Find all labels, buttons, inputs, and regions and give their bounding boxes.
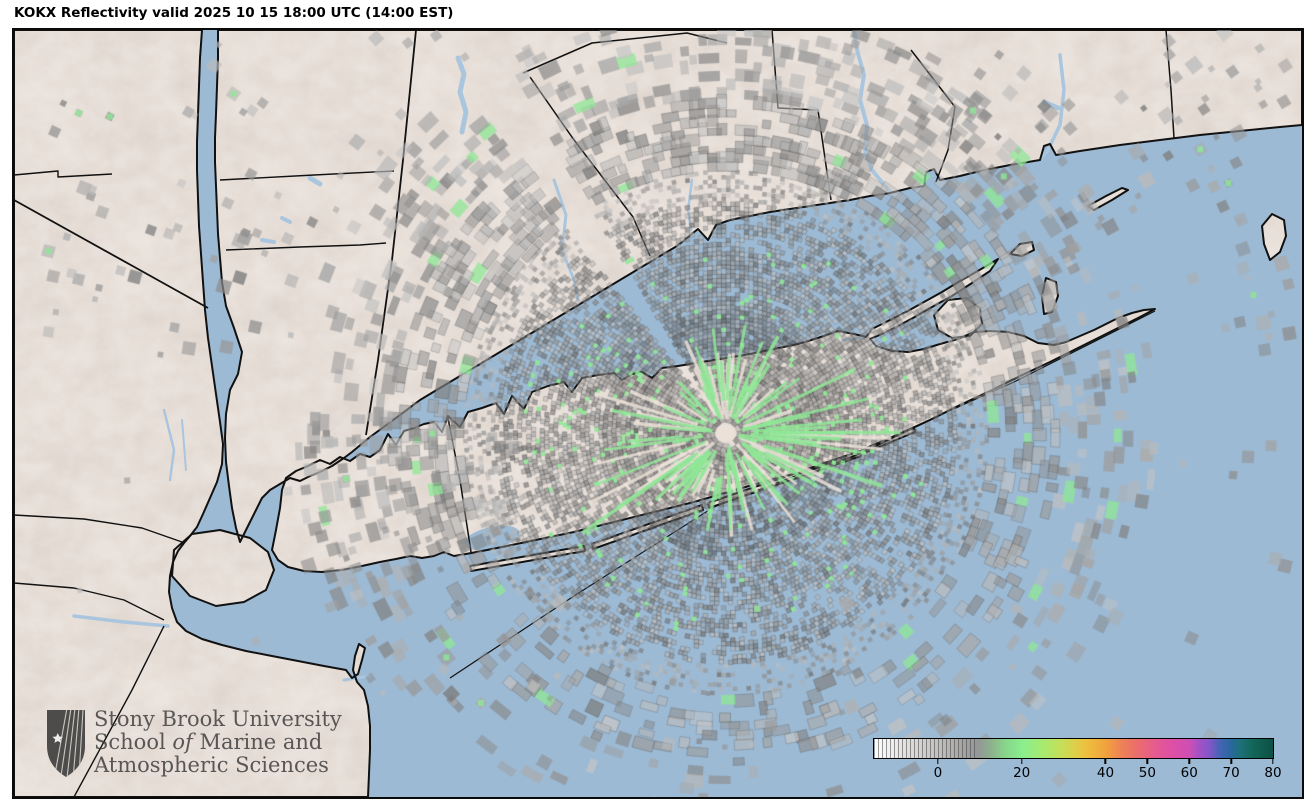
logo-text: Stony Brook University School of Marine … — [94, 708, 342, 777]
colorbar-tick — [1104, 759, 1107, 764]
logo-line-1: Stony Brook University — [94, 707, 342, 731]
colorbar-tick-label: 80 — [1264, 765, 1282, 781]
reflectivity-colorbar: 0 20 40 50 60 70 80 — [873, 738, 1282, 781]
colorbar-tick-label: 70 — [1222, 765, 1240, 781]
colorbar-tick — [1272, 759, 1274, 764]
colorbar-tick-label: 60 — [1180, 765, 1198, 781]
colorbar-tick-label: 20 — [1013, 765, 1031, 781]
map-frame: 0 20 40 50 60 70 80 Stony Brook Universit — [12, 28, 1304, 799]
logo-line-3: Atmospheric Sciences — [94, 753, 329, 777]
stony-brook-logo: Stony Brook University School of Marine … — [45, 708, 342, 780]
colorbar-tick — [1020, 759, 1023, 764]
colorbar-tick-label: 50 — [1138, 765, 1156, 781]
colorbar-gradient — [873, 738, 1274, 759]
logo-line-2: School of Marine and — [94, 730, 323, 754]
colorbar-tick-label: 0 — [933, 765, 943, 781]
colorbar-tick — [1146, 759, 1149, 764]
colorbar-tick — [1230, 759, 1232, 764]
radar-reflectivity-layer — [14, 30, 1302, 797]
sbu-shield-icon — [47, 710, 85, 777]
colorbar-tick-label: 40 — [1096, 765, 1115, 781]
colorbar-tick — [1188, 759, 1190, 764]
colorbar-hatch-overlay — [874, 739, 978, 758]
colorbar-tick — [937, 759, 939, 764]
figure-title: KOKX Reflectivity valid 2025 10 15 18:00… — [14, 5, 454, 21]
